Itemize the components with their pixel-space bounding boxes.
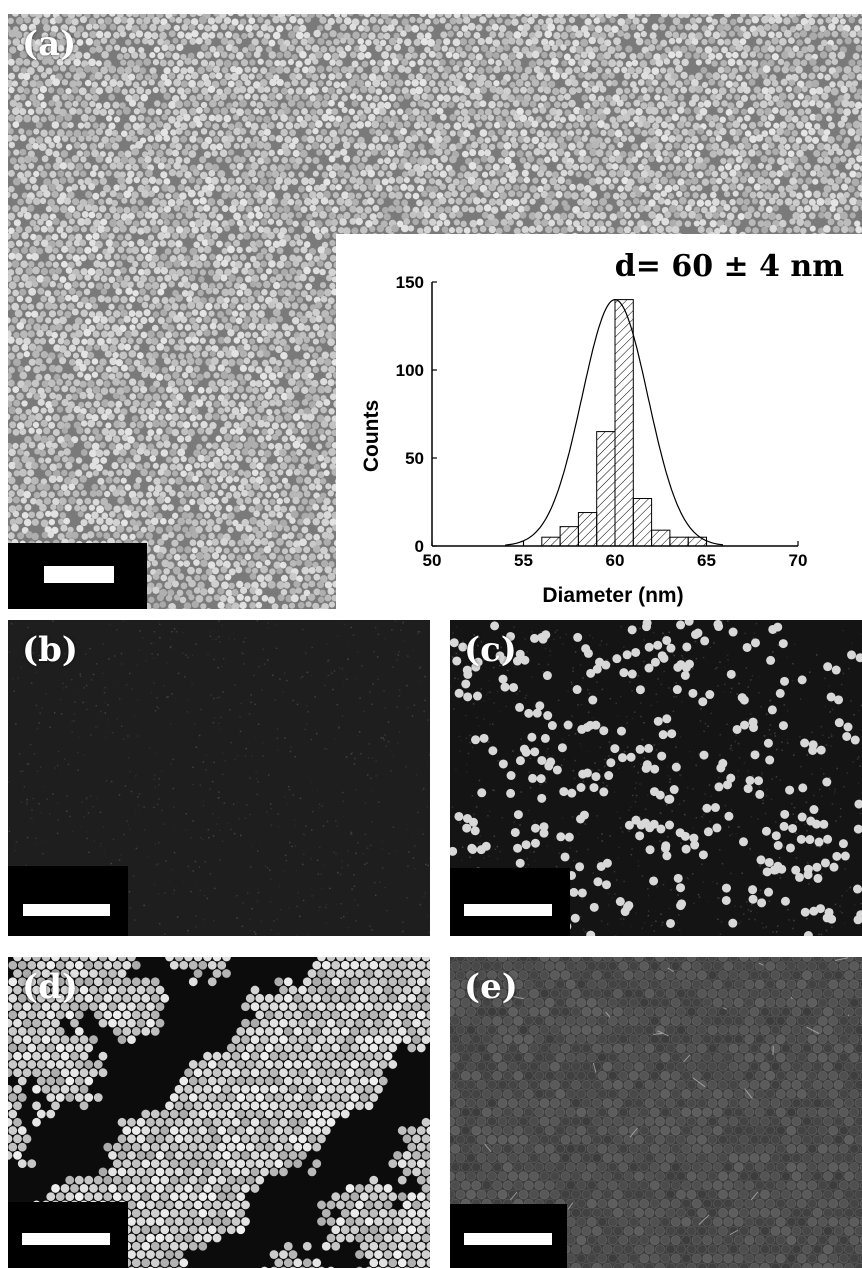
scale-bar-box-c: [450, 868, 570, 936]
scale-bar-b: [23, 904, 110, 916]
histogram-inset: d= 60 ± 4 nm Counts Diameter (nm) 50 55 60…: [336, 234, 862, 609]
histogram-bar: [669, 536, 689, 547]
y-axis-label: Counts: [360, 400, 383, 472]
scale-bar-c: [464, 904, 552, 916]
scale-bar-box-a: [8, 543, 147, 609]
diameter-histogram: d= 60 ± 4 nm Counts Diameter (nm) 50 55 60…: [360, 249, 844, 607]
scale-bar-box-d: [8, 1202, 128, 1268]
histogram-bar: [559, 526, 579, 547]
x-tick-label: 50: [423, 551, 442, 570]
x-axis-label: Diameter (nm): [542, 584, 683, 607]
histogram-bar: [577, 512, 598, 547]
sem-panel-c: (c): [450, 620, 862, 936]
panel-label-b: (b): [22, 630, 78, 670]
x-tick-label: 60: [606, 551, 625, 570]
y-tick-label: 50: [405, 449, 424, 468]
y-tick-label: 150: [396, 273, 424, 292]
sem-image-e: [450, 957, 862, 1268]
scale-bar-box-b: [8, 866, 128, 936]
y-tick-label: 100: [396, 361, 424, 380]
diameter-annotation: d= 60 ± 4 nm: [615, 249, 844, 284]
x-tick-label: 65: [697, 551, 716, 570]
x-tick-label: 55: [514, 551, 533, 570]
x-tick-label: 70: [789, 551, 808, 570]
histogram-bar: [651, 529, 671, 547]
histogram-bar: [596, 431, 616, 547]
scale-bar-d: [22, 1233, 110, 1245]
histogram-bar: [632, 497, 653, 547]
histogram-bar: [614, 299, 634, 547]
panel-label-e: (e): [464, 967, 518, 1007]
scale-bar-e: [464, 1233, 552, 1245]
gaussian-fit-curve: [505, 298, 724, 546]
sem-panel-e: (e): [450, 957, 862, 1268]
panel-label-c: (c): [464, 630, 517, 670]
histogram-bar: [687, 536, 708, 547]
sem-panel-d: (d): [8, 957, 430, 1268]
panel-label-a: (a): [22, 24, 77, 64]
scale-bar-box-e: [450, 1204, 567, 1268]
panel-label-d: (d): [22, 967, 78, 1007]
scale-bar-a: [44, 566, 114, 583]
sem-panel-b: (b): [8, 620, 430, 936]
y-tick-label: 0: [415, 537, 424, 556]
histogram-bar: [541, 536, 561, 547]
